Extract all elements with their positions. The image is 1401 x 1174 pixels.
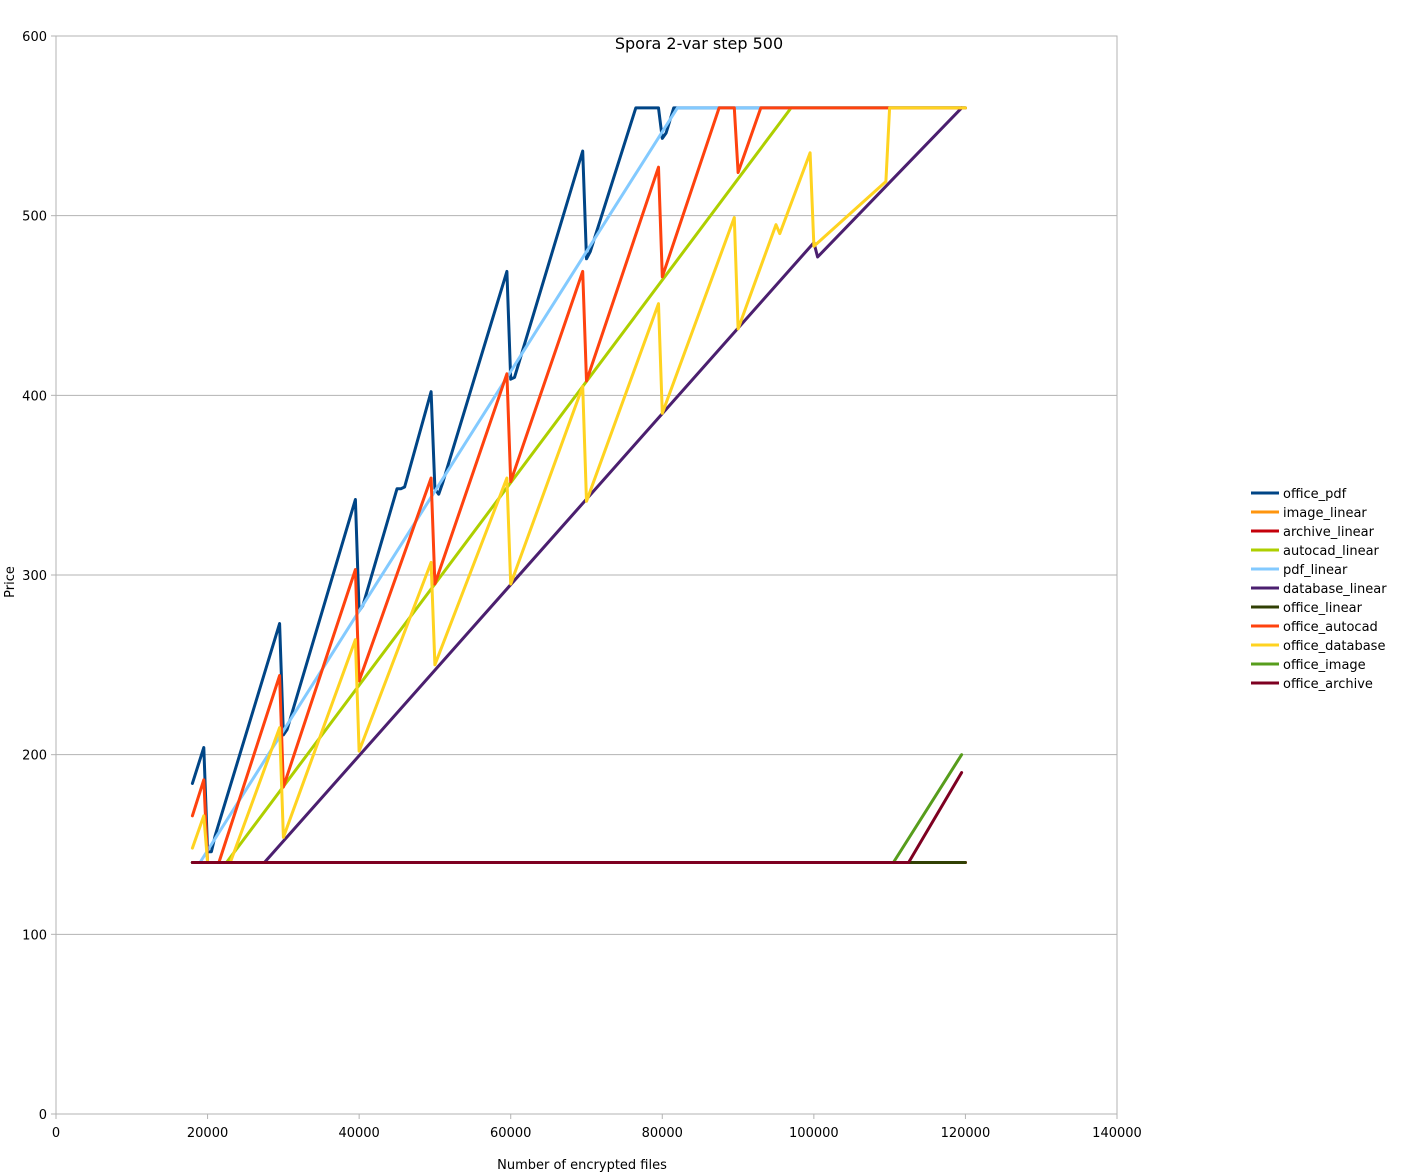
y-tick-label: 300 (22, 569, 47, 584)
legend: office_pdf image_linear archive_linearauto… (1251, 487, 1387, 692)
legend-label-autocad-linear: autocad_linear (1283, 544, 1380, 559)
legend-label-archive-linear: archive_linear (1283, 525, 1375, 540)
series-line-office-pdf (190, 106, 967, 854)
legend-label-office-archive: office_archive (1283, 677, 1373, 692)
x-tick-label: 40000 (338, 1126, 379, 1141)
legend-label-office-linear: office_linear (1283, 601, 1363, 616)
legend-label-database-linear: database_linear (1283, 582, 1387, 597)
chart-title: Spora 2-var step 500 (615, 34, 783, 53)
series-line-office-autocad (190, 106, 967, 864)
legend-label-office-pdf: office_pdf (1283, 487, 1347, 502)
legend-label-office-database: office_database (1283, 639, 1385, 654)
x-tick-label: 100000 (789, 1126, 839, 1141)
x-tick-label: 60000 (490, 1126, 531, 1141)
y-axis-ticks: 0 100 200 300 400 500 600 (22, 30, 56, 1123)
y-tick-label: 400 (22, 389, 47, 404)
series-line-office-database (190, 106, 967, 864)
legend-label-image-linear: image_linear (1283, 506, 1367, 521)
y-tick-label: 0 (39, 1108, 47, 1123)
series-line-autocad-linear (190, 106, 967, 864)
x-tick-label: 140000 (1092, 1126, 1142, 1141)
y-tick-label: 600 (22, 30, 47, 45)
x-axis-ticks: 0 20000 40000 60000 80000 100000 120000 140000 (52, 1114, 1142, 1141)
legend-label-office-autocad: office_autocad (1283, 620, 1378, 635)
y-tick-label: 500 (22, 210, 47, 225)
series-lines (190, 106, 967, 864)
y-tick-label: 200 (22, 749, 47, 764)
legend-label-office-image: office_image (1283, 658, 1366, 673)
x-axis-title: Number of encrypted files (497, 1158, 667, 1173)
x-tick-label: 0 (52, 1126, 60, 1141)
y-tick-label: 100 (22, 928, 47, 943)
y-axis-title: Price (3, 566, 18, 598)
series-line-pdf-linear (190, 106, 967, 864)
x-tick-label: 80000 (642, 1126, 683, 1141)
series-line-database-linear (190, 106, 964, 864)
x-tick-label: 20000 (187, 1126, 228, 1141)
legend-label-pdf-linear: pdf_linear (1283, 563, 1348, 578)
x-tick-label: 120000 (941, 1126, 991, 1141)
series-line-office-archive (190, 771, 964, 864)
gridlines (56, 35, 1117, 1115)
